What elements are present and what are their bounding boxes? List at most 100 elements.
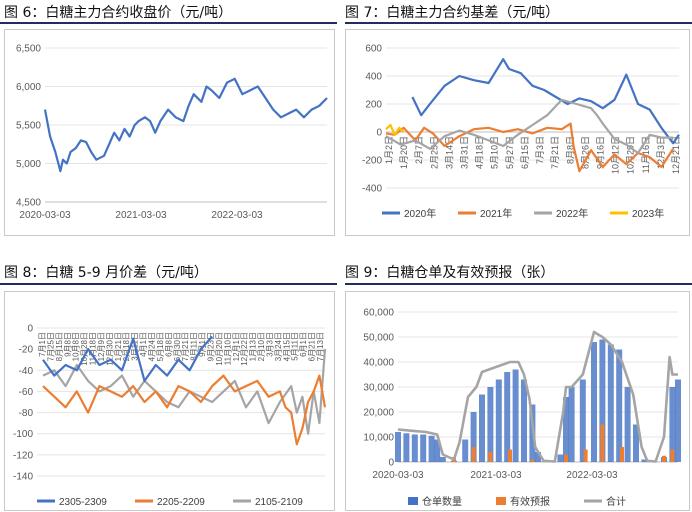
bar-warehouse xyxy=(395,432,401,462)
chart-spread: 0 -20 -40 -60 -80 -100 -120 -140 7月1日 7月25日 8月15日 9… xyxy=(4,291,335,511)
y-tick-label: 50,000 xyxy=(363,333,394,344)
bar-warehouse xyxy=(616,349,623,462)
bar-forecast xyxy=(600,424,605,462)
bar-warehouse xyxy=(579,379,586,462)
legend-swatch xyxy=(408,497,418,505)
y-tick-label: 10,000 xyxy=(363,433,394,444)
x-tick-label: 8月15日 xyxy=(55,332,64,361)
x-tick-label: 2022-03-03 xyxy=(211,210,263,221)
y-tick-label: -140 xyxy=(13,472,33,483)
bar-warehouse xyxy=(669,387,676,462)
x-tick-label: 8月11日 xyxy=(190,332,199,361)
x-tick-label: 7月1日 xyxy=(38,332,47,357)
bar-warehouse xyxy=(420,434,427,462)
series-line-2105-2109 xyxy=(42,349,327,435)
x-tick-label: 2月25日 xyxy=(429,136,439,169)
x-tick-label: 7月21日 xyxy=(550,136,560,169)
bar-warehouse xyxy=(563,397,569,462)
title-rule xyxy=(0,22,337,24)
y-tick-label: -40 xyxy=(19,366,34,377)
x-tick-label: 6月1日 xyxy=(299,332,308,357)
bar-warehouse xyxy=(495,379,502,462)
y-tick-label: 6,500 xyxy=(16,44,41,55)
x-tick-label: 6月21日 xyxy=(308,332,317,361)
bar-warehouse xyxy=(675,379,681,462)
x-tick-label: 5月27日 xyxy=(505,136,515,169)
bar-warehouse xyxy=(487,387,494,462)
series-line-2021年 xyxy=(385,122,675,173)
y-tick-label: 40,000 xyxy=(363,358,394,369)
bar-warehouse xyxy=(470,412,477,462)
legend-label: 合计 xyxy=(606,495,626,508)
legend-label: 2020年 xyxy=(404,207,436,220)
series-line-2305-2309 xyxy=(42,335,214,382)
panel-title-closing-price: 图 6：白糖主力合约收盘价（元/吨） xyxy=(4,5,233,21)
bar-warehouse xyxy=(439,457,446,462)
bar-warehouse xyxy=(641,459,648,462)
legend-label: 有效预报 xyxy=(510,495,550,508)
x-tick-label: 3月3日 xyxy=(265,332,274,357)
x-tick-label: 2020-03-03 xyxy=(372,470,424,481)
y-tick-label: -20 xyxy=(19,345,34,356)
x-tick-label: 4月24日 xyxy=(148,332,157,361)
x-tick-label: 1月2日 xyxy=(384,136,394,164)
bar-warehouse xyxy=(504,372,511,462)
x-tick-label: 4月1日 xyxy=(139,332,148,357)
x-tick-label: 11月10日 xyxy=(223,332,232,365)
x-tick-label: 6月30日 xyxy=(173,332,182,361)
bar-forecast xyxy=(530,459,535,462)
bar-forecast xyxy=(488,452,493,462)
x-tick-label: 9月8日 xyxy=(63,332,72,357)
x-tick-label: 6月8日 xyxy=(164,332,173,357)
y-tick-label: -400 xyxy=(362,184,382,195)
y-tick-label: 60,000 xyxy=(363,308,394,319)
x-tick-label: 1月21日 xyxy=(114,332,123,361)
chart-svg-p4: 0 10,000 20,000 30,000 40,000 50,000 60,000 202… xyxy=(363,308,681,508)
title-rule xyxy=(345,22,692,24)
x-tick-label: 2020-03-03 xyxy=(19,210,71,221)
x-tick-label: 12月21日 xyxy=(671,136,681,174)
x-tick-label: 7月3日 xyxy=(535,136,545,164)
series-line-2205-2209 xyxy=(42,374,327,446)
bar-forecast xyxy=(620,447,624,462)
y-tick-label: 0 xyxy=(388,458,394,469)
x-tick-label: 3月31日 xyxy=(460,136,470,169)
x-tick-label: 5月18日 xyxy=(156,332,165,361)
bar-warehouse xyxy=(591,342,597,462)
panel-title-spread: 图 8：白糖 5-9 月价差（元/吨） xyxy=(4,265,208,281)
legend-label: 2023年 xyxy=(632,207,664,220)
x-tick-label: 5月11日 xyxy=(291,332,300,361)
chart-svg-p1: 4,500 5,000 5,500 6,000 6,500 2020-03-03 2021-… xyxy=(16,44,328,221)
x-tick-label: 2月7日 xyxy=(414,136,424,164)
x-tick-label: 10月29日 xyxy=(626,136,636,174)
bar-warehouse xyxy=(535,452,541,462)
x-tick-label: 12月1日 xyxy=(232,332,241,361)
bar-forecast xyxy=(670,449,675,462)
y-tick-label: 0 xyxy=(27,324,33,335)
legend-swatch xyxy=(496,497,506,505)
chart-warehouse: 0 10,000 20,000 30,000 40,000 50,000 60,000 202… xyxy=(345,291,690,511)
bar-warehouse xyxy=(512,369,519,462)
y-tick-label: 5,000 xyxy=(16,159,41,170)
x-tick-label: 9月1日 xyxy=(198,332,207,357)
y-tick-label: -100 xyxy=(13,429,33,440)
y-tick-label: 5,500 xyxy=(16,121,41,132)
x-tick-label: 8月8日 xyxy=(565,136,575,164)
series-line-2022年 xyxy=(385,98,674,155)
x-tick-label: 7月13日 xyxy=(316,332,325,361)
x-tick-label: 4月15日 xyxy=(282,332,291,361)
bar-warehouse xyxy=(434,439,441,462)
bar-warehouse xyxy=(633,424,639,462)
x-tick-label: 12月3日 xyxy=(656,136,666,169)
chart-basis: -400 -200 0 200 400 600 1月2日 1月20日 2月7日 2月25日 3月14… xyxy=(345,29,690,236)
y-tick-label: 0 xyxy=(376,128,382,139)
bar-forecast xyxy=(508,449,512,462)
panel-title-basis: 图 7：白糖主力合约基差（元/吨） xyxy=(345,5,560,21)
x-tick-label: 2021-03-03 xyxy=(115,210,167,221)
x-tick-label: 2021-03-03 xyxy=(470,470,522,481)
bar-warehouse xyxy=(568,387,575,462)
x-tick-label: 2月18日 xyxy=(122,332,131,361)
x-tick-label: 7月25日 xyxy=(46,332,55,361)
x-tick-label: 12月22日 xyxy=(240,332,249,366)
